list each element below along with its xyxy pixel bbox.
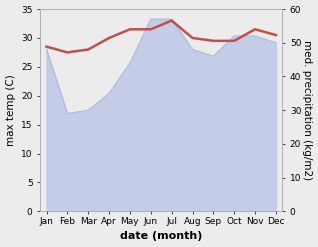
Y-axis label: max temp (C): max temp (C) bbox=[5, 74, 16, 146]
X-axis label: date (month): date (month) bbox=[120, 231, 203, 242]
Y-axis label: med. precipitation (kg/m2): med. precipitation (kg/m2) bbox=[302, 40, 313, 180]
